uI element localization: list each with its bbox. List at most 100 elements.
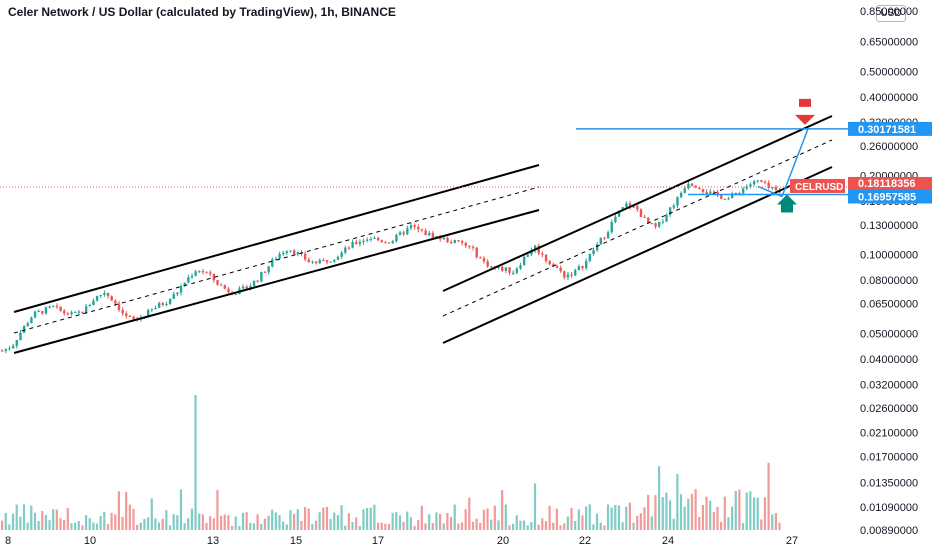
candle — [30, 317, 33, 324]
channel-upper-line[interactable] — [13, 164, 540, 313]
candle — [59, 306, 62, 311]
candle — [647, 217, 650, 224]
candle — [366, 239, 369, 241]
volume-bar — [592, 524, 595, 530]
candle — [376, 237, 380, 241]
volume-bar — [117, 491, 120, 530]
currency-button[interactable]: USD — [876, 5, 906, 22]
volume-bar — [4, 513, 7, 530]
candle — [347, 247, 351, 249]
channel-mid-line[interactable] — [442, 139, 833, 317]
volume-bar — [617, 505, 621, 530]
volume-bar — [413, 525, 416, 530]
volume-bar — [351, 522, 354, 530]
candle — [391, 241, 394, 244]
candle — [417, 226, 420, 230]
candle — [103, 292, 106, 295]
candle — [296, 252, 300, 255]
candle — [701, 189, 705, 192]
volume-bar — [741, 523, 745, 530]
candle — [643, 217, 646, 219]
volume-bar — [66, 508, 69, 530]
candle — [464, 242, 467, 246]
time-tick-label: 10 — [84, 535, 96, 547]
candle — [172, 294, 175, 299]
channel-mid-line[interactable] — [13, 186, 540, 334]
candle — [125, 313, 128, 316]
volume-bar — [205, 522, 208, 530]
candle — [771, 187, 774, 189]
volume-bar — [643, 507, 646, 530]
volume-bar — [767, 462, 770, 530]
volume-bar — [168, 525, 172, 530]
candle — [234, 294, 237, 296]
candle — [26, 323, 29, 326]
channel-upper-line[interactable] — [442, 115, 833, 292]
volume-bar — [132, 508, 135, 530]
candle — [650, 223, 654, 225]
candle — [515, 268, 519, 273]
candle — [154, 307, 157, 310]
candle — [731, 193, 734, 199]
volume-bar — [121, 516, 124, 530]
candle — [720, 195, 723, 199]
channel-lower-line[interactable] — [442, 166, 833, 344]
volume-bar — [212, 518, 215, 530]
volume-bar — [300, 520, 303, 530]
candles — [1, 179, 781, 354]
volume-bar — [70, 523, 73, 530]
candle — [504, 267, 508, 271]
volume-bar — [11, 513, 15, 530]
volume-bar — [143, 519, 146, 530]
volume-bar — [752, 497, 756, 530]
candle — [201, 271, 205, 273]
volume-bar — [479, 522, 482, 530]
candle — [449, 242, 453, 244]
volume-bar — [150, 498, 153, 530]
volume-bar — [1, 520, 4, 530]
support-price-label: 0.16957585 — [858, 191, 916, 203]
volume-bar — [369, 507, 372, 530]
price-tick-label: 0.08000000 — [860, 275, 918, 287]
volume-bar — [698, 516, 701, 530]
candle — [81, 311, 84, 314]
candle — [325, 260, 329, 263]
candle — [274, 258, 278, 260]
volume-bar — [625, 506, 628, 530]
candle — [183, 282, 186, 287]
volume-bar — [95, 523, 99, 530]
candle — [19, 332, 22, 341]
volume-bar — [318, 512, 321, 530]
candle — [460, 241, 464, 243]
volume-bar — [198, 513, 201, 530]
volume-bar — [220, 515, 223, 530]
candle — [413, 225, 416, 227]
price-tick-label: 0.00890000 — [860, 525, 918, 537]
candle — [256, 280, 259, 282]
volume-bar — [289, 510, 292, 530]
candle — [661, 221, 665, 223]
candle — [121, 310, 124, 314]
volume-bar — [263, 518, 266, 530]
channel-lower-line[interactable] — [13, 209, 540, 354]
volume-bar — [362, 509, 365, 530]
volume-bar — [296, 509, 299, 530]
trend-drawings — [0, 98, 855, 354]
candle — [672, 205, 675, 208]
volume-bar — [303, 506, 307, 530]
volume-bar — [165, 510, 168, 530]
projection-path[interactable] — [757, 128, 809, 198]
candle — [614, 216, 617, 222]
volume-bar — [530, 522, 533, 530]
candle — [628, 203, 632, 208]
candle — [263, 271, 267, 273]
volume-bar — [194, 395, 197, 530]
candle — [563, 271, 566, 278]
candle — [249, 286, 252, 289]
candle — [106, 292, 110, 297]
candle — [668, 207, 672, 215]
volume-bar — [749, 491, 752, 530]
volume-bar — [293, 513, 296, 530]
candle — [362, 240, 365, 242]
